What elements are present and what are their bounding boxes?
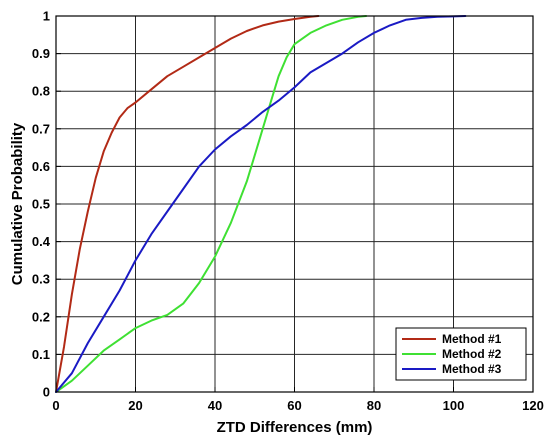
grid <box>55 15 534 393</box>
x-tick-label: 120 <box>522 398 544 413</box>
y-tick-label: 0.7 <box>32 121 50 136</box>
series-line-method-3 <box>55 15 467 393</box>
legend-label: Method #3 <box>442 362 502 376</box>
x-tick-labels: 0 20 40 60 80 100 120 <box>52 398 543 413</box>
x-tick-label: 60 <box>287 398 301 413</box>
y-tick-label: 0.3 <box>32 272 50 287</box>
y-tick-label: 1 <box>43 9 50 24</box>
series-line-method-1 <box>55 15 320 393</box>
y-tick-label: 0.4 <box>32 234 51 249</box>
x-tick-label: 40 <box>208 398 222 413</box>
legend-label: Method #2 <box>442 347 502 361</box>
y-tick-label: 0 <box>43 385 50 400</box>
x-tick-label: 20 <box>128 398 142 413</box>
x-tick-label: 100 <box>443 398 465 413</box>
y-tick-label: 0.6 <box>32 159 50 174</box>
legend-label: Method #1 <box>442 332 502 346</box>
series-group <box>55 15 467 393</box>
y-tick-label: 0.8 <box>32 84 50 99</box>
x-tick-label: 0 <box>52 398 59 413</box>
x-tick-label: 80 <box>367 398 381 413</box>
y-tick-label: 0.2 <box>32 309 50 324</box>
y-axis-label: Cumulative Probability <box>9 122 26 285</box>
y-tick-label: 0.5 <box>32 197 50 212</box>
y-tick-labels: 0 0.1 0.2 0.3 0.4 0.5 0.6 0.7 0.8 0.9 1 <box>32 9 51 400</box>
series-line-method-2 <box>55 15 368 393</box>
y-tick-label: 0.9 <box>32 46 50 61</box>
y-tick-label: 0.1 <box>32 347 50 362</box>
x-axis-label: ZTD Differences (mm) <box>217 419 373 436</box>
plot-frame <box>55 15 534 393</box>
